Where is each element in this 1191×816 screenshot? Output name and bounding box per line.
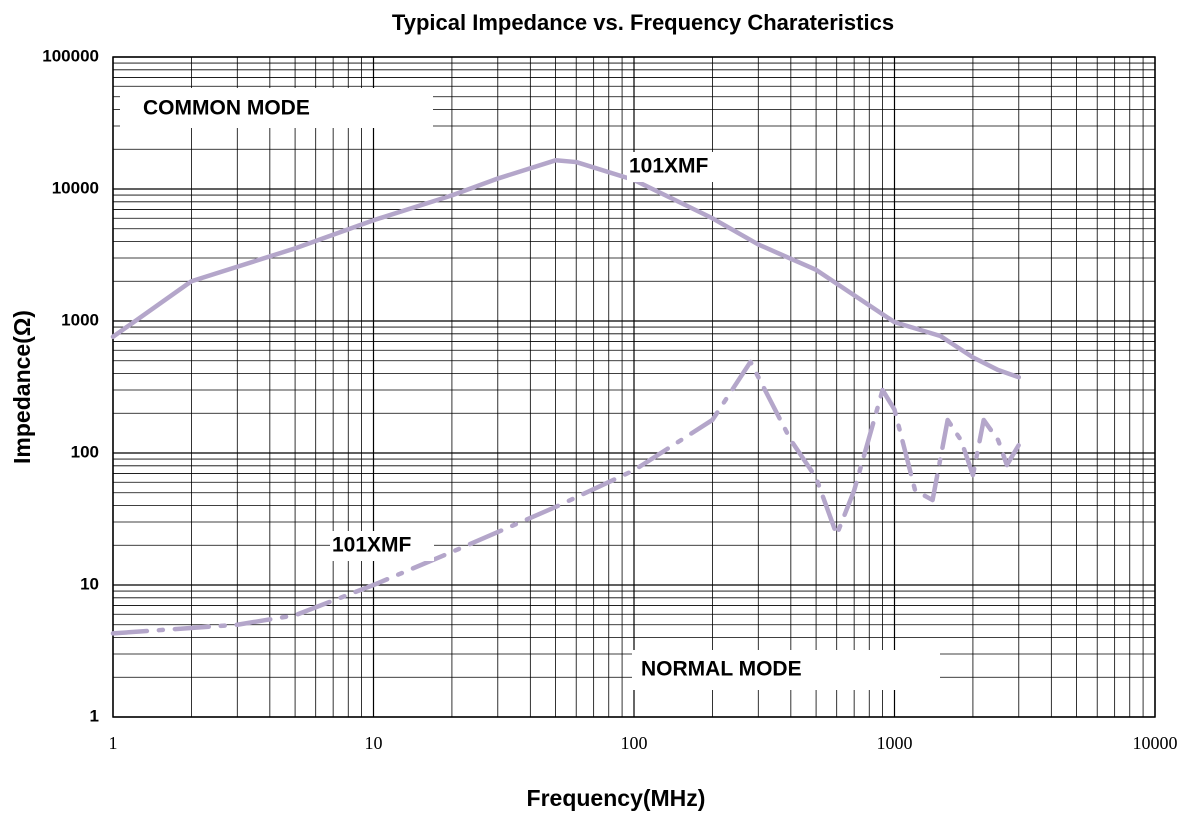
series-label: 101XMF xyxy=(629,155,709,178)
y-tick-label: 100 xyxy=(71,442,99,461)
x-tick-label: 100 xyxy=(621,733,648,753)
series-line xyxy=(110,359,1022,636)
annotation-box xyxy=(632,650,940,690)
x-tick-label: 1000 xyxy=(877,733,913,753)
plot-area: 1 10 100 1000 10000 1 10 100 1000 10000 100000 xyxy=(42,46,1177,753)
annotation-box xyxy=(120,88,433,128)
y-tick-label: 1 xyxy=(90,706,99,725)
y-tick-label: 10 xyxy=(80,574,99,593)
label-box xyxy=(330,531,434,561)
label-box xyxy=(627,152,731,182)
y-tick-label: 1000 xyxy=(61,310,99,329)
chart-title: Typical Impedance vs. Frequency Charater… xyxy=(392,10,894,35)
annotation: NORMAL MODE xyxy=(641,658,802,681)
x-tick-label: 10 xyxy=(365,733,383,753)
series-label: 101XMF xyxy=(332,534,412,557)
x-tick-label: 1 xyxy=(109,733,118,753)
annotation: COMMON MODE xyxy=(143,97,310,120)
y-tick-label: 100000 xyxy=(42,46,99,65)
y-axis-label: Impedance(Ω) xyxy=(9,310,35,464)
y-tick-label: 10000 xyxy=(52,178,99,197)
x-tick-label: 10000 xyxy=(1133,733,1178,753)
plot-frame xyxy=(112,56,1156,718)
x-axis-label: Frequency(MHz) xyxy=(527,785,706,811)
